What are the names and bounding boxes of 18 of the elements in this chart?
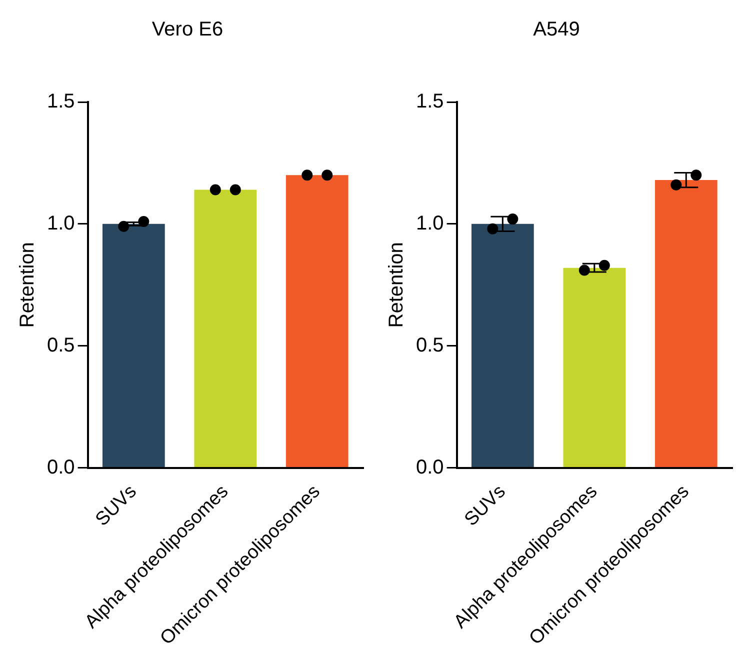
chart-title: Vero E6 — [152, 18, 224, 41]
chart-title: A549 — [533, 18, 580, 41]
bar — [471, 224, 534, 468]
bar — [563, 268, 626, 468]
y-tick-label: 1.0 — [46, 212, 75, 234]
y-tick-label: 0.5 — [46, 334, 75, 356]
y-tick-label: 0.0 — [416, 456, 444, 478]
bar — [102, 224, 165, 468]
bar — [654, 180, 718, 468]
bar — [286, 175, 348, 468]
y-tick-label: 1.5 — [46, 90, 75, 113]
y-tick-label: 0.0 — [46, 456, 75, 478]
bar — [194, 190, 257, 468]
y-axis-title: Retention — [386, 242, 408, 328]
y-tick-label: 1.0 — [416, 212, 444, 234]
y-tick-label: 1.5 — [416, 90, 444, 113]
y-tick-label: 0.5 — [416, 334, 444, 356]
y-axis-title: Retention — [16, 242, 39, 328]
